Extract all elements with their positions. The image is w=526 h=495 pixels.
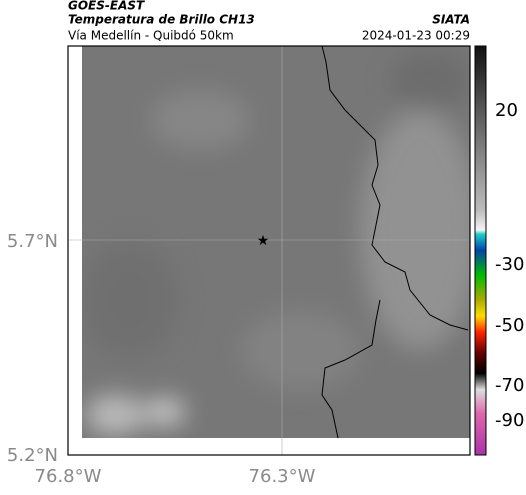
colorbar-tick: -70 — [495, 375, 524, 396]
map-frame — [67, 45, 471, 456]
colorbar-tick: -50 — [495, 315, 524, 336]
source: SIATA — [432, 13, 470, 27]
marker-star: ★ — [257, 233, 270, 249]
lon-label: 76.8°W — [35, 466, 102, 487]
satellite-image — [82, 46, 470, 438]
lat-label: 5.2°N — [7, 445, 58, 466]
location: Vía Medellín - Quibdó 50km — [68, 29, 234, 43]
colorbar-tick: 20 — [495, 100, 518, 121]
colorbar-tick: -30 — [495, 254, 524, 275]
lat-label: 5.7°N — [7, 231, 58, 252]
border — [321, 45, 469, 439]
datetime: 2024-01-23 00:29 — [362, 29, 470, 43]
subtitle: Temperatura de Brillo CH13 — [68, 13, 255, 27]
lon-label: 76.3°W — [249, 466, 316, 487]
title: GOES-EAST — [68, 0, 145, 13]
colorbar — [474, 45, 487, 456]
colorbar-tick: -90 — [495, 410, 524, 431]
